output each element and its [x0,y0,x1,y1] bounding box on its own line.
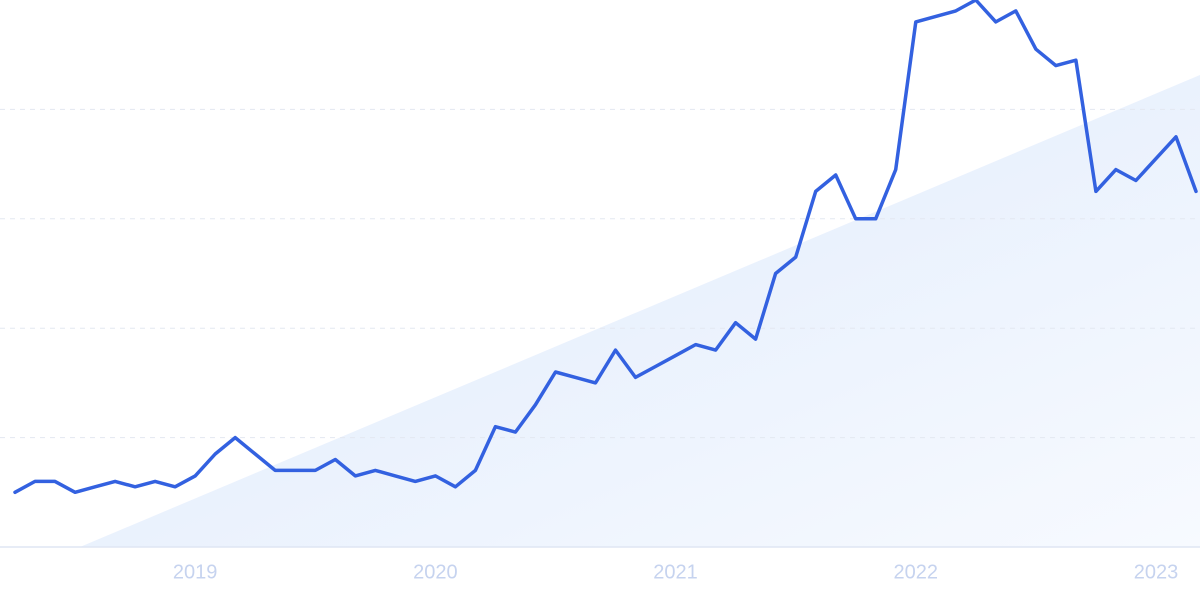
x-tick-label: 2023 [1134,561,1179,583]
x-tick-label: 2020 [413,561,458,583]
x-tick-label: 2019 [173,561,218,583]
x-tick-label: 2022 [894,561,939,583]
x-tick-label: 2021 [653,561,698,583]
background-shade [80,75,1200,547]
data-line [13,0,1198,495]
